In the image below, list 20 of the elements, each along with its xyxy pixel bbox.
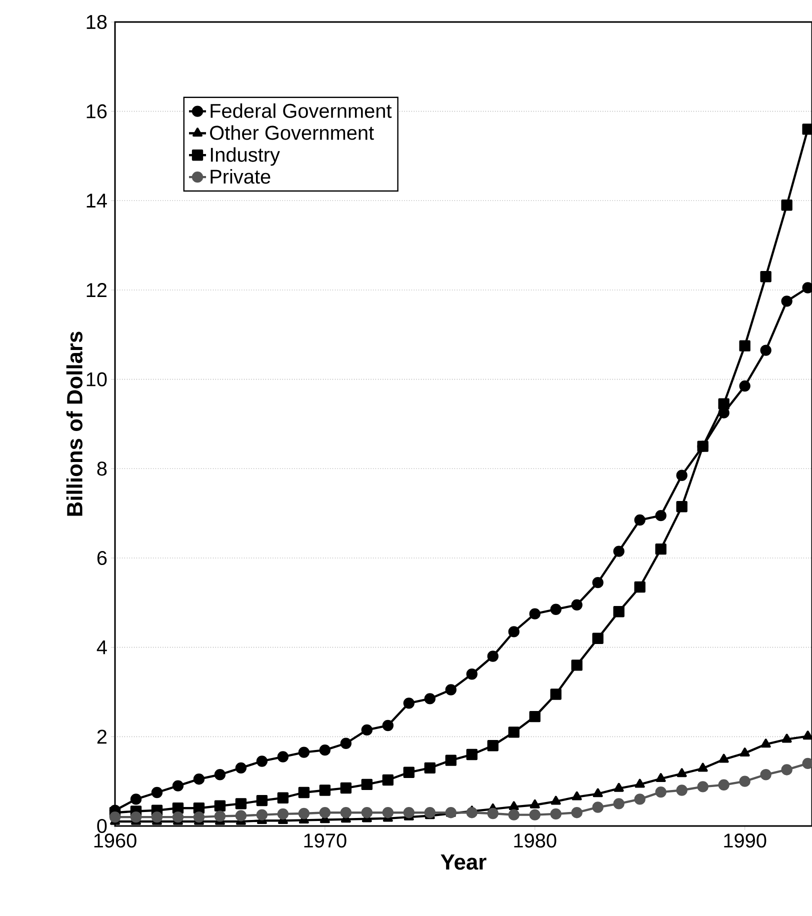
y-tick-label: 6: [97, 550, 107, 566]
y-tick-label: 12: [86, 283, 106, 297]
legend-label: Private: [210, 169, 270, 184]
x-axis-title: Year: [440, 854, 486, 870]
x-tick-label: 1990: [724, 834, 766, 848]
x-tick-label: 1970: [304, 834, 346, 848]
y-tick-label: 0: [97, 818, 107, 834]
y-tick-label: 10: [86, 372, 107, 386]
y-tick-label: 2: [97, 730, 106, 744]
legend-label: Federal Government: [210, 103, 392, 118]
y-tick-label: 16: [86, 104, 107, 118]
y-tick-label: 14: [86, 194, 107, 208]
y-axis-title: Billions of Dollars: [66, 332, 82, 516]
y-tick-label: 18: [86, 14, 107, 30]
x-tick-label: 1980: [514, 834, 556, 848]
legend-label: Other Government: [210, 125, 374, 140]
y-tick-label: 8: [97, 462, 107, 476]
y-tick-label: 4: [96, 640, 107, 654]
legend-label: Industry: [210, 147, 280, 166]
x-tick-label: 1960: [94, 834, 136, 848]
